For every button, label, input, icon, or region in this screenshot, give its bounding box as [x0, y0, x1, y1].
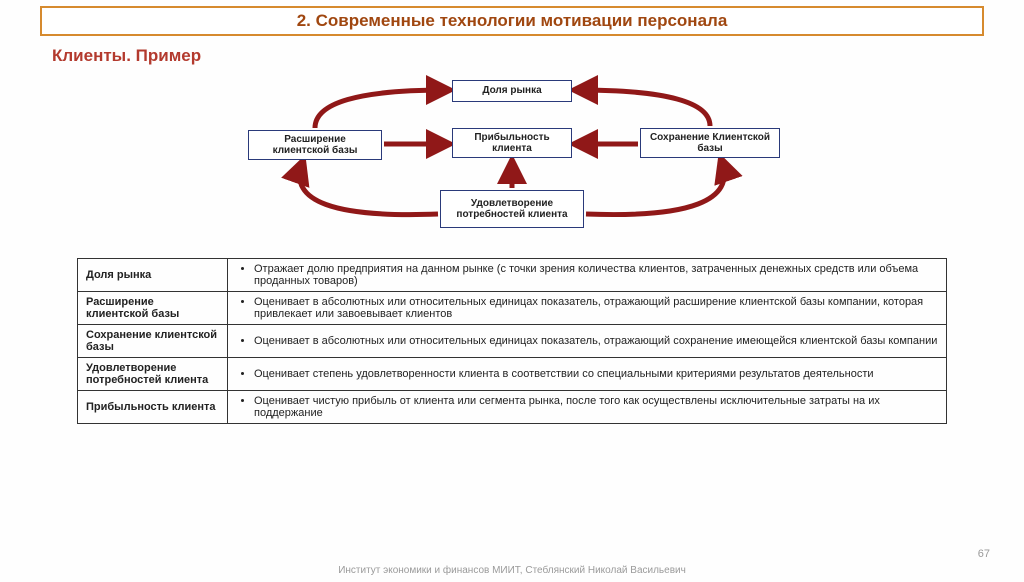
- table-row: Прибыльность клиента Оценивает чистую при…: [78, 391, 947, 424]
- node-bottom: Удовлетворение потребностей клиента: [440, 190, 584, 228]
- desc-cell: Оценивает степень удовлетворенности клие…: [228, 358, 947, 391]
- node-center: Прибыльность клиента: [452, 128, 572, 158]
- desc-cell: Оценивает в абсолютных или относительных…: [228, 292, 947, 325]
- node-left: Расширение клиентской базы: [248, 130, 382, 160]
- node-label: Сохранение Клиентской базы: [647, 132, 773, 155]
- desc-cell: Отражает долю предприятия на данном рынк…: [228, 259, 947, 292]
- page-title: 2. Современные технологии мотивации перс…: [297, 11, 728, 30]
- node-label: Удовлетворение потребностей клиента: [447, 198, 577, 221]
- node-label: Прибыльность клиента: [459, 132, 565, 155]
- term-cell: Сохранение клиентской базы: [78, 325, 228, 358]
- table-row: Удовлетворение потребностей клиента Оцени…: [78, 358, 947, 391]
- table-row: Сохранение клиентской базы Оценивает в аб…: [78, 325, 947, 358]
- desc-text: Оценивает в абсолютных или относительных…: [254, 335, 938, 347]
- desc-text: Оценивает в абсолютных или относительных…: [254, 296, 938, 320]
- node-top: Доля рынка: [452, 80, 572, 102]
- desc-text: Отражает долю предприятия на данном рынк…: [254, 263, 938, 287]
- table-row: Доля рынка Отражает долю предприятия на д…: [78, 259, 947, 292]
- subtitle: Клиенты. Пример: [52, 46, 1024, 66]
- desc-cell: Оценивает чистую прибыль от клиента или …: [228, 391, 947, 424]
- term-cell: Удовлетворение потребностей клиента: [78, 358, 228, 391]
- desc-cell: Оценивает в абсолютных или относительных…: [228, 325, 947, 358]
- node-right: Сохранение Клиентской базы: [640, 128, 780, 158]
- footer-text: Институт экономики и финансов МИИТ, Стеб…: [0, 565, 1024, 576]
- desc-text: Оценивает степень удовлетворенности клие…: [254, 368, 938, 380]
- title-bar: 2. Современные технологии мотивации перс…: [40, 6, 984, 36]
- node-label: Расширение клиентской базы: [255, 134, 375, 157]
- definitions-table: Доля рынка Отражает долю предприятия на д…: [77, 258, 947, 424]
- diagram: Доля рынка Расширение клиентской базы Пр…: [162, 72, 862, 252]
- table-row: Расширение клиентской базы Оценивает в аб…: [78, 292, 947, 325]
- page-number: 67: [978, 548, 990, 560]
- term-cell: Расширение клиентской базы: [78, 292, 228, 325]
- node-label: Доля рынка: [482, 85, 541, 97]
- desc-text: Оценивает чистую прибыль от клиента или …: [254, 395, 938, 419]
- term-cell: Доля рынка: [78, 259, 228, 292]
- term-cell: Прибыльность клиента: [78, 391, 228, 424]
